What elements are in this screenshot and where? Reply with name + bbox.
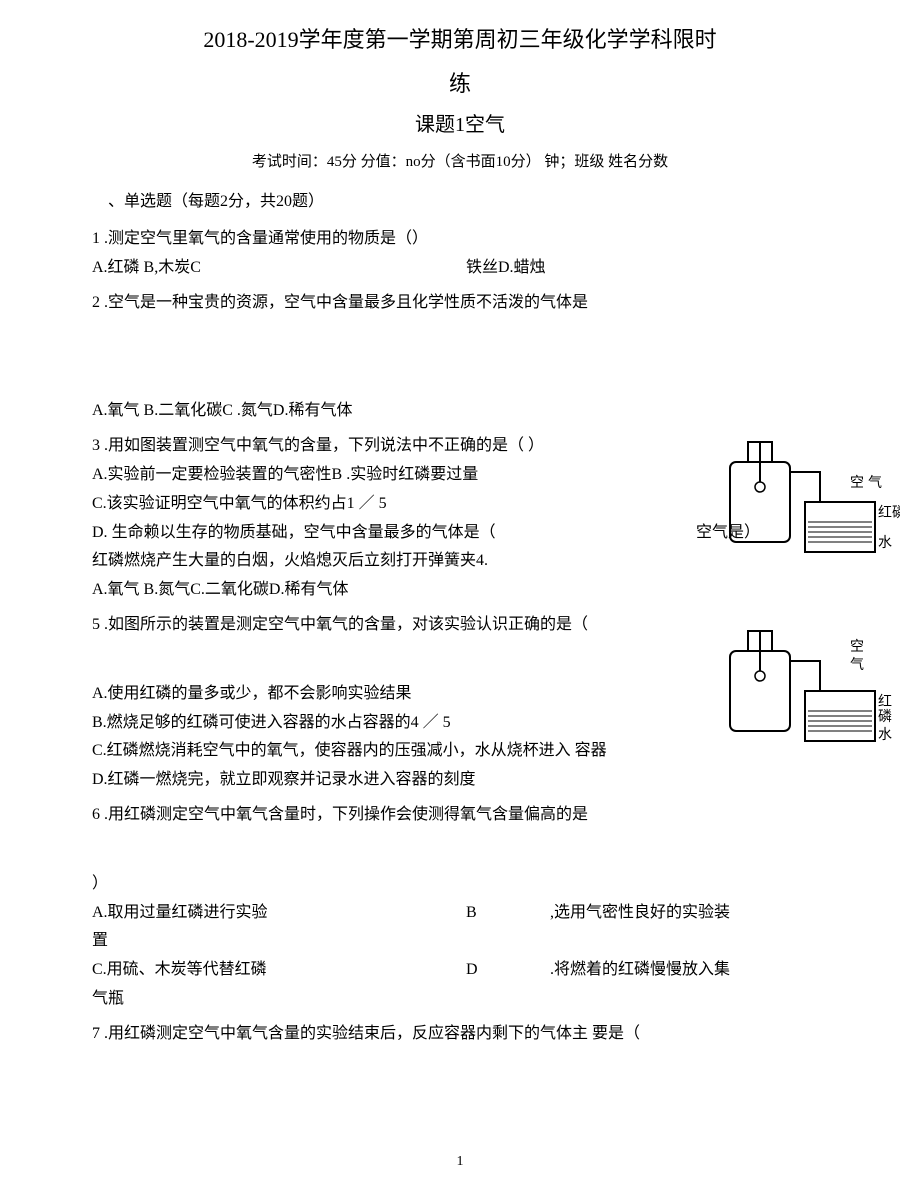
q6-optD-cont: 气瓶 [80, 985, 840, 1014]
svg-text:磷: 磷 [878, 709, 892, 725]
subtitle: 课题1空气 [80, 107, 840, 143]
q1-opt-right: 铁丝D.蜡烛 [466, 254, 840, 283]
diagram-apparatus-1: 空 气 红磷 水 [720, 432, 900, 583]
diagram-apparatus-2: 空 气 红 磷 水 [720, 621, 900, 772]
q4-line1: 生命赖以生存的物质基础，空气中含量最多的气体是（ [112, 524, 496, 541]
q6-optA: A.取用过量红磷进行实验 [92, 899, 466, 928]
title-line2: 练 [80, 64, 840, 104]
question-7: 7 .用红磷测定空气中氧气含量的实验结束后，反应容器内剩下的气体主 要是（ [80, 1020, 840, 1049]
q1-opt-left: A.红磷 B,木炭C [92, 254, 466, 283]
svg-text:空: 空 [850, 639, 864, 655]
svg-text:红: 红 [878, 694, 892, 710]
q6-optB-cont: 置 [80, 927, 840, 956]
q6-text: 6 .用红磷测定空气中氧气含量时，下列操作会使测得氧气含量偏高的是 [80, 801, 840, 830]
q1-text: 1 .测定空气里氧气的含量通常使用的物质是（） [80, 225, 840, 254]
q2-options: A.氧气 B.二氧化碳C .氮气D.稀有气体 [80, 397, 840, 426]
q7-text: 7 .用红磷测定空气中氧气含量的实验结束后，反应容器内剩下的气体主 要是（ [80, 1020, 840, 1049]
title-line1: 2018-2019学年度第一学期第周初三年级化学学科限时 [80, 20, 840, 60]
label-phosphorus: 红磷 [878, 505, 900, 521]
meta-info: 考试时间：45分 分值：no分（含书面10分） 钟；班级 姓名分数 [80, 149, 840, 176]
svg-text:水: 水 [878, 727, 892, 743]
svg-text:气: 气 [850, 657, 864, 673]
section-heading: 、单选题（每题2分，共20题） [80, 188, 840, 217]
svg-text:气: 气 [868, 475, 882, 491]
q6-optD: D .将燃着的红磷慢慢放入集 [466, 956, 840, 985]
q3-optD-prefix: D. [92, 524, 108, 541]
question-3: 空 气 红磷 水 3 .用如图装置测空气中氧气的含量，下列说法中不正确的是（ ）… [80, 432, 840, 605]
q6-optB: B ,选用气密性良好的实验装 [466, 899, 840, 928]
q6-paren: ） [80, 870, 840, 899]
q6-optC: C.用硫、木炭等代替红磷 [92, 956, 466, 985]
question-5: 5 .如图所示的装置是测定空气中氧气的含量，对该实验认识正确的是（ 空 气 红 … [80, 611, 840, 795]
q2-text: 2 .空气是一种宝贵的资源，空气中含量最多且化学性质不活泼的气体是 [80, 289, 840, 318]
question-1: 1 .测定空气里氧气的含量通常使用的物质是（） A.红磷 B,木炭C 铁丝D.蜡… [80, 225, 840, 283]
page-number: 1 [80, 1149, 840, 1174]
label-water: 水 [878, 535, 892, 551]
question-6: 6 .用红磷测定空气中氧气含量时，下列操作会使测得氧气含量偏高的是 ） A.取用… [80, 801, 840, 1014]
question-2: 2 .空气是一种宝贵的资源，空气中含量最多且化学性质不活泼的气体是 A.氧气 B… [80, 289, 840, 427]
label-air: 空 [850, 475, 864, 491]
